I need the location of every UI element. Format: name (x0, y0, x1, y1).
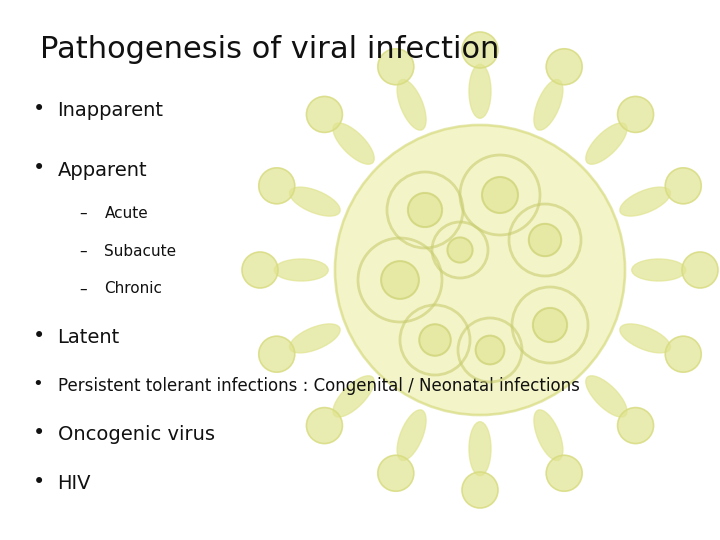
Ellipse shape (534, 410, 563, 461)
Text: •: • (32, 326, 45, 346)
Ellipse shape (289, 324, 340, 353)
Circle shape (378, 455, 414, 491)
Ellipse shape (586, 123, 627, 164)
Text: Subacute: Subacute (104, 244, 176, 259)
Circle shape (533, 308, 567, 342)
Ellipse shape (469, 422, 491, 476)
Circle shape (462, 32, 498, 68)
Circle shape (378, 49, 414, 85)
Text: Oncogenic virus: Oncogenic virus (58, 425, 215, 444)
Ellipse shape (534, 79, 563, 130)
Circle shape (665, 168, 701, 204)
Ellipse shape (289, 187, 340, 216)
Ellipse shape (469, 64, 491, 118)
Ellipse shape (631, 259, 685, 281)
Text: Pathogenesis of viral infection: Pathogenesis of viral infection (40, 35, 499, 64)
Circle shape (482, 177, 518, 213)
Circle shape (618, 97, 654, 132)
Text: Latent: Latent (58, 328, 120, 347)
Circle shape (546, 455, 582, 491)
Text: Inapparent: Inapparent (58, 101, 163, 120)
Ellipse shape (397, 410, 426, 461)
Circle shape (419, 324, 451, 356)
Circle shape (462, 472, 498, 508)
Circle shape (335, 125, 625, 415)
Ellipse shape (620, 324, 670, 353)
Ellipse shape (333, 123, 374, 164)
Circle shape (242, 252, 278, 288)
Text: –: – (79, 206, 87, 221)
Text: Persistent tolerant infections : Congenital / Neonatal infections: Persistent tolerant infections : Congeni… (58, 377, 580, 395)
Circle shape (447, 238, 472, 262)
Circle shape (408, 193, 442, 227)
Circle shape (618, 408, 654, 443)
Text: Chronic: Chronic (104, 281, 163, 296)
Circle shape (307, 97, 343, 132)
Circle shape (528, 224, 561, 256)
Circle shape (682, 252, 718, 288)
Text: –: – (79, 244, 87, 259)
Text: •: • (32, 375, 43, 394)
Text: •: • (32, 423, 45, 443)
Ellipse shape (274, 259, 328, 281)
Circle shape (258, 336, 294, 372)
Circle shape (307, 408, 343, 443)
Circle shape (476, 335, 505, 364)
Circle shape (665, 336, 701, 372)
Circle shape (546, 49, 582, 85)
Text: •: • (32, 471, 45, 492)
Circle shape (258, 168, 294, 204)
Ellipse shape (397, 79, 426, 130)
Circle shape (381, 261, 419, 299)
Text: •: • (32, 158, 45, 179)
Ellipse shape (586, 376, 627, 417)
Text: HIV: HIV (58, 474, 91, 493)
Text: Acute: Acute (104, 206, 148, 221)
Text: •: • (32, 99, 45, 119)
Ellipse shape (620, 187, 670, 216)
Text: –: – (79, 281, 87, 296)
Ellipse shape (333, 376, 374, 417)
Text: Apparent: Apparent (58, 160, 147, 180)
